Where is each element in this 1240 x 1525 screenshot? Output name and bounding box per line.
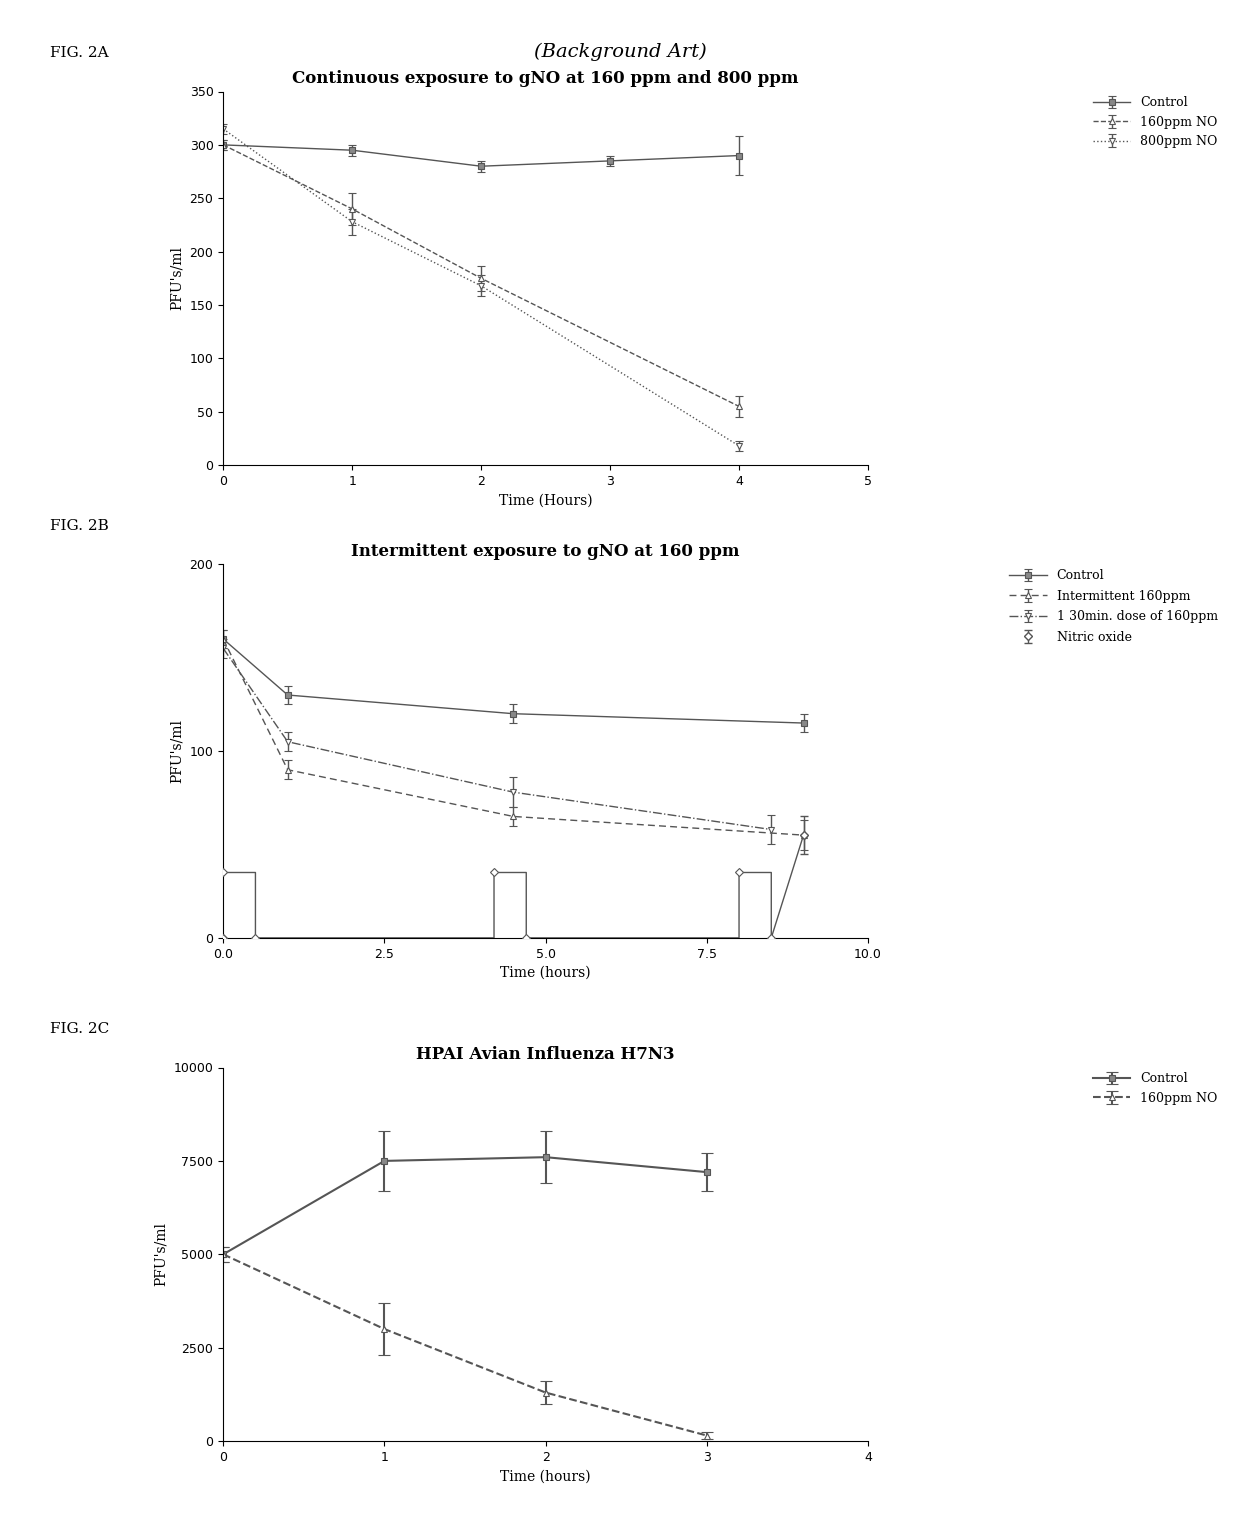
- Y-axis label: PFU's/ml: PFU's/ml: [170, 720, 184, 782]
- Title: HPAI Avian Influenza H7N3: HPAI Avian Influenza H7N3: [417, 1046, 675, 1063]
- Text: FIG. 2A: FIG. 2A: [50, 46, 108, 59]
- X-axis label: Time (hours): Time (hours): [500, 967, 591, 981]
- Legend: Control, Intermittent 160ppm, 1 30min. dose of 160ppm, Nitric oxide: Control, Intermittent 160ppm, 1 30min. d…: [1004, 564, 1223, 648]
- Y-axis label: PFU's/ml: PFU's/ml: [154, 1223, 169, 1286]
- Title: Continuous exposure to gNO at 160 ppm and 800 ppm: Continuous exposure to gNO at 160 ppm an…: [293, 70, 799, 87]
- X-axis label: Time (Hours): Time (Hours): [498, 494, 593, 508]
- Text: FIG. 2C: FIG. 2C: [50, 1022, 109, 1035]
- Text: FIG. 2B: FIG. 2B: [50, 518, 108, 532]
- Text: (Background Art): (Background Art): [533, 43, 707, 61]
- Legend: Control, 160ppm NO, 800ppm NO: Control, 160ppm NO, 800ppm NO: [1087, 92, 1223, 152]
- Y-axis label: PFU's/ml: PFU's/ml: [170, 247, 184, 310]
- Title: Intermittent exposure to gNO at 160 ppm: Intermittent exposure to gNO at 160 ppm: [351, 543, 740, 560]
- Legend: Control, 160ppm NO: Control, 160ppm NO: [1087, 1068, 1223, 1110]
- X-axis label: Time (hours): Time (hours): [500, 1470, 591, 1484]
